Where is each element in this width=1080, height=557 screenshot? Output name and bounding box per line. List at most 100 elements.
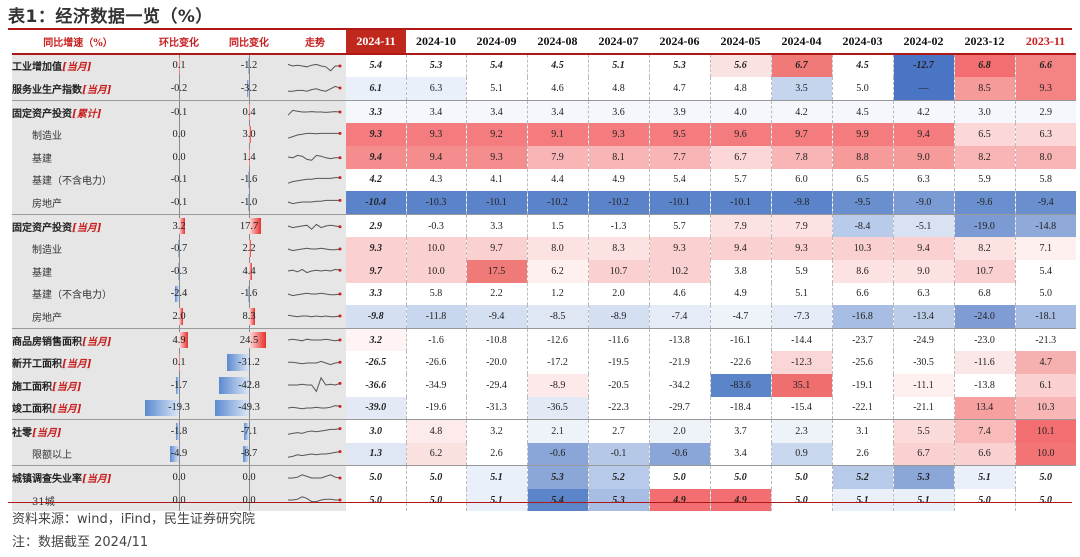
bar-axis — [249, 191, 250, 214]
sparkline-endpoint — [338, 247, 342, 251]
yoy-cell: -8.7 — [214, 442, 284, 466]
value-cell: 3.4 — [527, 99, 589, 124]
value-cell: 6.1 — [346, 77, 407, 101]
value-cell: 6.2 — [406, 442, 467, 466]
bar-value: 2.0 — [172, 310, 186, 322]
yoy-cell: -31.2 — [214, 351, 284, 374]
value-cell: 0.9 — [771, 442, 833, 466]
trend-cell — [284, 442, 346, 466]
value-cell: 5.3 — [406, 53, 467, 78]
value-cell: -83.6 — [710, 373, 772, 397]
yoy-cell: -1.0 — [214, 191, 284, 215]
value-cell: -10.2 — [588, 191, 650, 215]
value-cell: 7.8 — [771, 145, 833, 169]
trend-sparkline — [287, 155, 342, 162]
bar-axis — [249, 77, 250, 100]
value-cell: -9.6 — [954, 191, 1016, 215]
value-cell: 7.9 — [527, 145, 589, 169]
mom-cell: 2.0 — [144, 305, 214, 329]
bar-axis — [179, 396, 180, 420]
value-cell: 10.2 — [649, 259, 711, 283]
trend-cell — [284, 351, 346, 374]
header-month: 2024-08 — [527, 30, 588, 55]
value-cell: 2.9 — [1015, 99, 1076, 124]
value-cell: -21.9 — [649, 351, 711, 374]
value-cell: 6.3 — [1015, 123, 1076, 146]
value-cell: 5.8 — [406, 282, 467, 306]
value-cell: -11.6 — [588, 327, 650, 352]
value-cell: 4.9 — [710, 488, 772, 512]
row-name: 商品房销售面积 — [12, 336, 82, 348]
bar-value: -0.1 — [170, 196, 188, 208]
value-cell: -24.9 — [893, 327, 955, 352]
bar-value: -0.7 — [170, 243, 188, 255]
bar-axis — [179, 259, 180, 283]
row-label: 基建（不含电力） — [12, 168, 144, 192]
sparkline-path — [287, 155, 340, 162]
value-cell: 4.4 — [527, 168, 589, 192]
value-cell: 5.1 — [466, 488, 528, 512]
value-cell: 6.7 — [893, 442, 955, 466]
value-cell: 5.8 — [1015, 168, 1076, 192]
sparkline-path — [287, 428, 341, 436]
table-row: 基建（不含电力） -2.4 -1.6 3.3 5.8 2.2 1.2 2.0 4.6 4.9 5.1… — [12, 282, 1076, 306]
row-label: 竣工面积[当月] — [12, 396, 144, 420]
value-cell: -12.6 — [527, 327, 589, 352]
value-cell: 6.6 — [954, 442, 1016, 466]
value-cell: -11.6 — [954, 351, 1016, 374]
value-cell: -5.1 — [893, 213, 955, 238]
trend-sparkline — [287, 427, 342, 436]
trend-sparkline — [287, 314, 342, 318]
row-name: 社零 — [12, 427, 32, 439]
mom-cell: 0.0 — [144, 465, 214, 489]
row-name: 房地产 — [32, 312, 62, 324]
data-bar — [244, 423, 249, 440]
value-cell: 9.6 — [710, 123, 772, 146]
value-cell: 5.1 — [832, 488, 894, 512]
trend-cell — [284, 191, 346, 215]
trend-cell — [284, 99, 346, 124]
value-cell: -8.5 — [527, 305, 589, 329]
value-cell: 10.3 — [1015, 396, 1076, 420]
value-cell: -30.5 — [893, 351, 955, 374]
row-tag: [当月] — [62, 359, 92, 371]
yoy-cell: 0.0 — [214, 465, 284, 489]
value-cell: 5.5 — [893, 419, 955, 443]
trend-sparkline — [288, 376, 342, 393]
row-name: 基建（不含电力） — [32, 290, 112, 302]
value-cell: -10.4 — [346, 191, 407, 215]
trend-cell — [284, 213, 346, 238]
bar-value: -1.7 — [170, 379, 188, 391]
value-cell: -10.1 — [466, 191, 528, 215]
value-cell: 5.4 — [346, 53, 407, 78]
bar-value: 0.1 — [172, 60, 186, 72]
value-cell: -17.2 — [527, 351, 589, 374]
value-cell: 5.1 — [954, 465, 1016, 489]
value-cell: 4.9 — [649, 488, 711, 512]
value-cell: -9.8 — [771, 191, 833, 215]
data-bar — [174, 285, 179, 303]
value-cell: -9.4 — [466, 305, 528, 329]
value-cell: 8.0 — [1015, 145, 1076, 169]
value-cell: 4.8 — [710, 77, 772, 101]
row-name: 工业增加值 — [12, 62, 62, 74]
value-cell: -19.5 — [588, 351, 650, 374]
value-cell: 10.0 — [406, 237, 467, 260]
yoy-cell: -1.6 — [214, 282, 284, 306]
value-cell: 6.8 — [954, 282, 1016, 306]
bar-value: 0.0 — [242, 472, 256, 484]
bar-axis — [249, 282, 250, 306]
sparkline-path — [287, 338, 341, 342]
value-cell: 6.3 — [893, 282, 955, 306]
bar-axis — [179, 168, 180, 192]
row-tag: [当月] — [52, 404, 82, 416]
value-cell: -24.0 — [954, 305, 1016, 329]
row-name: 服务业生产指数 — [12, 84, 82, 96]
data-bar — [246, 80, 249, 97]
value-cell: 3.9 — [649, 99, 711, 124]
mom-cell: -1.7 — [144, 373, 214, 397]
yoy-cell: -3.2 — [214, 77, 284, 101]
mom-cell: 0.1 — [144, 53, 214, 78]
table-body: 工业增加值[当月] 0.1 -1.2 5.4 5.3 5.4 4.5 5.1 5.3 5.6 6.7… — [12, 53, 1076, 512]
bar-value: -19.3 — [168, 402, 190, 414]
